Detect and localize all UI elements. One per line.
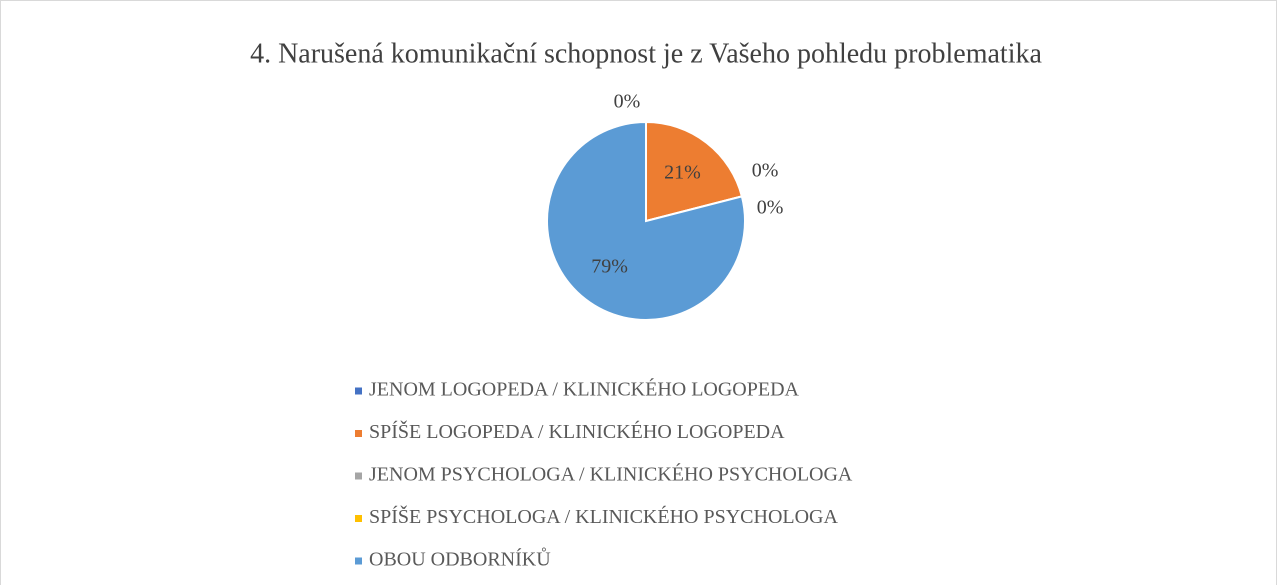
legend-marker [355,387,362,395]
data-label: 21% [664,162,701,184]
data-label: 0% [757,197,784,219]
legend-label: JENOM LOGOPEDA / KLINICKÉHO LOGOPEDA [369,378,800,401]
legend-marker [355,515,362,522]
legend-label: SPÍŠE LOGOPEDA / KLINICKÉHO LOGOPEDA [369,419,785,443]
data-label: 0% [614,91,641,113]
legend-marker [355,430,362,437]
legend-marker [355,557,362,565]
legend-label: JENOM PSYCHOLOGA / KLINICKÉHO PSYCHOLOGA [369,463,853,486]
pie-slice [546,120,746,321]
data-label: 79% [591,256,628,278]
pie-slice [645,120,744,223]
data-label: 0% [752,160,779,182]
legend-marker [355,472,362,480]
legend-label: OBOU ODBORNÍKŮ [369,547,551,571]
chart-title: 4. Narušená komunikační schopnost je z V… [250,38,1042,69]
legend-label: SPÍŠE PSYCHOLOGA / KLINICKÉHO PSYCHOLOGA [369,504,838,528]
